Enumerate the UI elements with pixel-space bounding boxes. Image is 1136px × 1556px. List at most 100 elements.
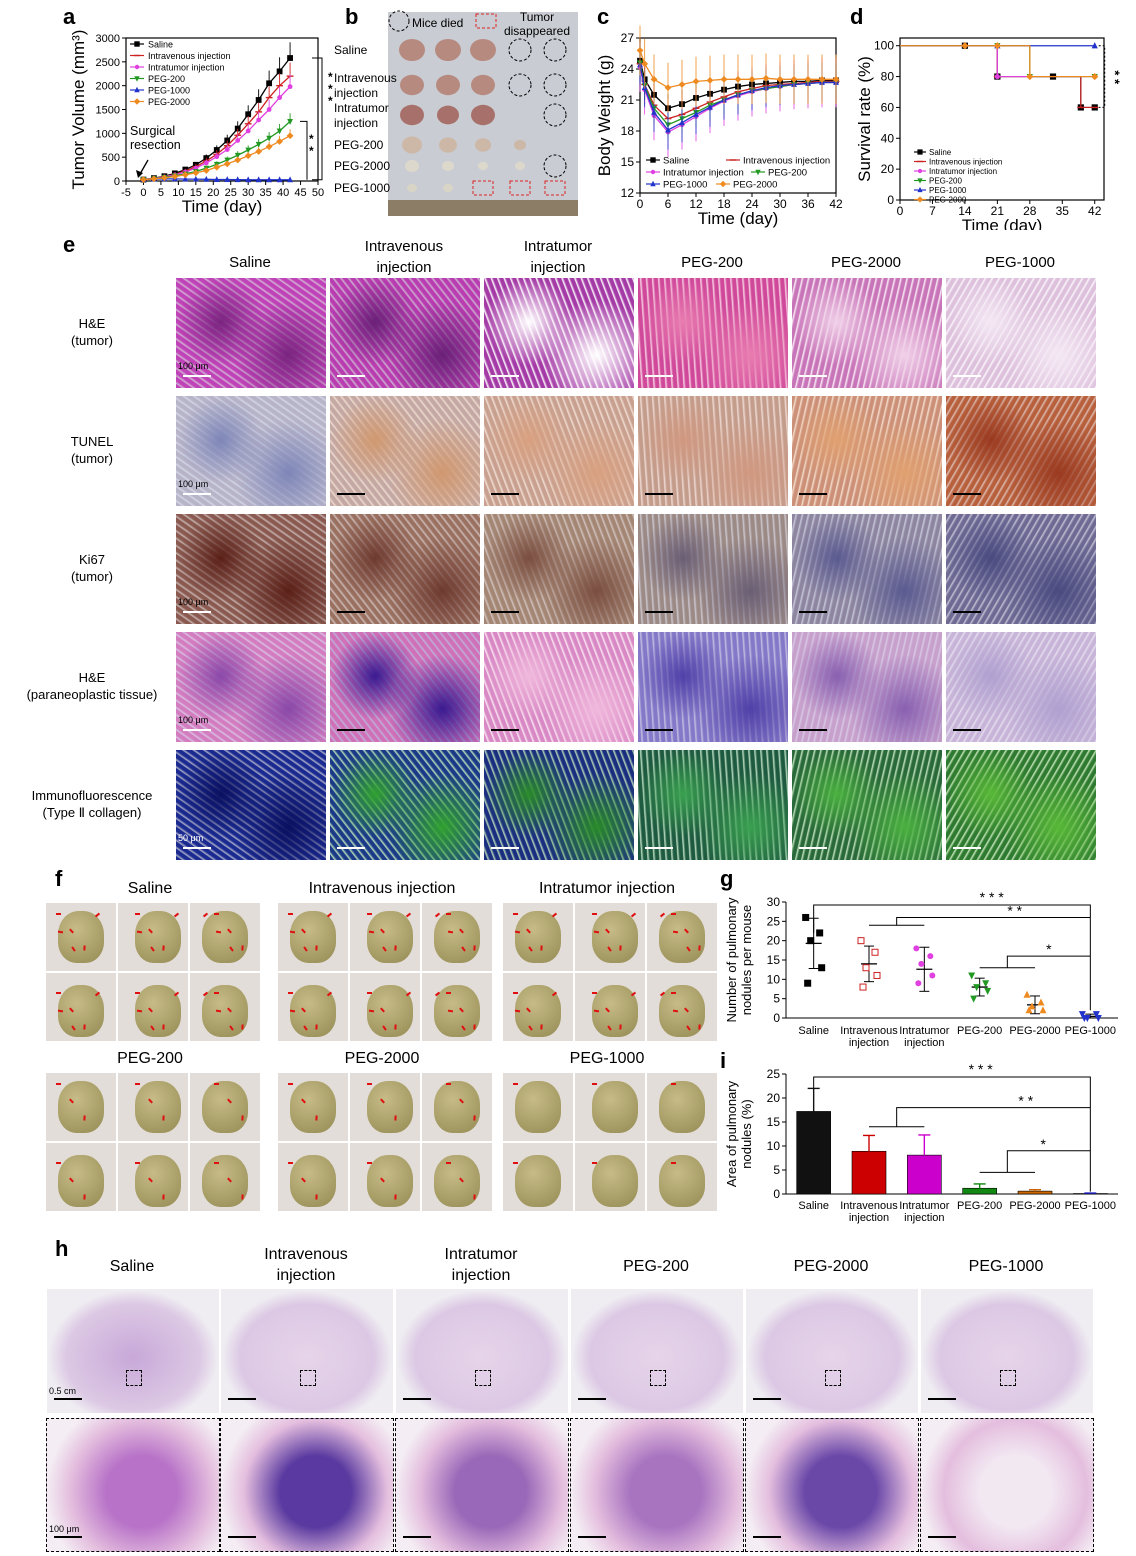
- lung-photo: [349, 902, 421, 972]
- y-tick-label: 30: [767, 895, 781, 909]
- x-category-label: PEG-1000: [1065, 1200, 1116, 1212]
- data-point: [816, 929, 824, 937]
- nodule-arrow: [214, 1162, 219, 1164]
- data-point: [804, 979, 812, 987]
- data-point: [266, 80, 273, 87]
- tumor-row-label-line: PEG-200: [334, 138, 384, 152]
- lung-specimen: [659, 1155, 705, 1207]
- lung-section-zoom: [570, 1418, 744, 1552]
- tumor-row-label-line: injection: [334, 86, 378, 100]
- histology-image: [329, 395, 481, 507]
- x-category-label: PEG-200: [957, 1200, 1002, 1212]
- data-point: [871, 948, 879, 956]
- sig-stars: * *: [1018, 1093, 1033, 1109]
- sig-star: *: [309, 144, 314, 158]
- body-weight-chart: 0 6 12 18 24 30 36 42 12 15 18 21 24 27 Time (day) Body…: [596, 25, 843, 228]
- lung-specimen: [58, 911, 104, 963]
- data-point: [720, 75, 728, 83]
- y-tick-label: 5: [773, 992, 780, 1006]
- lung-photo: [117, 972, 189, 1042]
- lung-photo: [189, 972, 261, 1042]
- lung-specimen: [434, 985, 480, 1037]
- scale-bar: [799, 729, 827, 731]
- censor-mark: [993, 42, 1001, 50]
- lung-specimen: [515, 911, 561, 963]
- histology-image: [791, 277, 943, 389]
- histology-image: [483, 395, 635, 507]
- lung-photo: [646, 1142, 718, 1212]
- x-category-label-line: Intratumor: [899, 1200, 949, 1212]
- lung-specimen: [202, 1081, 248, 1133]
- lung-photo: [189, 1072, 261, 1142]
- mice-died-marker: [543, 103, 567, 127]
- nodule-arrow: [446, 1162, 451, 1164]
- legend-label: Saline: [148, 40, 173, 50]
- x-category-label: PEG-200: [957, 1025, 1002, 1037]
- y-tick-label: 20: [881, 162, 895, 176]
- data-point: [235, 138, 241, 143]
- y-tick-label: 27: [621, 31, 635, 45]
- plot-frame: [639, 37, 837, 194]
- lung-histology-column-title: Intratumor injection: [444, 1246, 518, 1284]
- scale-bar: [491, 493, 519, 495]
- legend-label: PEG-1000: [148, 86, 190, 96]
- legend-label: PEG-1000: [929, 186, 967, 195]
- nodule-arrow: [592, 992, 597, 994]
- legend-label: PEG-2000: [929, 196, 967, 205]
- nodule-area-chart: 0 5 10 15 20 25 Area of pulmonary nodules (%) Sa…: [724, 1061, 1118, 1224]
- histology-image: [483, 631, 635, 743]
- lung-specimen: [202, 1155, 248, 1207]
- y-tick-label: 5: [773, 1163, 780, 1177]
- scale-bar: [403, 1398, 431, 1400]
- data-point: [929, 972, 936, 979]
- lung-photo: [189, 1142, 261, 1212]
- mice-died-marker: [543, 38, 567, 62]
- x-tick-label: 25: [225, 187, 237, 199]
- lung-photo: [349, 972, 421, 1042]
- censor-mark: [994, 73, 1000, 80]
- lung-photo: [502, 1072, 574, 1142]
- data-point: [214, 154, 220, 160]
- survival-step-2: [900, 45, 1095, 78]
- lung-photo: [349, 1072, 421, 1142]
- data-point: [818, 964, 826, 972]
- data-point: [678, 81, 686, 88]
- y-tick-label: 15: [621, 155, 635, 169]
- lung-specimen: [290, 1155, 336, 1207]
- x-tick-label: 42: [829, 197, 843, 211]
- lung-histology-column-title: PEG-2000: [793, 1258, 869, 1275]
- sig-stars: * *: [1108, 70, 1123, 85]
- data-point: [693, 111, 699, 117]
- lung-section-overview: [745, 1288, 919, 1414]
- histology-row-label: H&E (tumor): [71, 316, 113, 348]
- nodule-arrow: [446, 913, 451, 915]
- lung-photo: [421, 1072, 493, 1142]
- y-tick-label: 20: [767, 1091, 781, 1105]
- data-point: [192, 169, 200, 177]
- tumor-sample: [443, 183, 453, 193]
- nodule-arrow: [394, 945, 397, 951]
- tumor-row-label-line: PEG-1000: [334, 181, 390, 195]
- histology-image: [945, 277, 1097, 389]
- lung-specimen: [135, 1155, 181, 1207]
- y-axis-title: Number of pulmonary: [724, 897, 739, 1022]
- y-tick-label: 12: [621, 186, 635, 200]
- data-point: [213, 163, 221, 171]
- histology-image: [791, 749, 943, 861]
- lung-photo: [277, 1142, 349, 1212]
- panel-letter-f: f: [55, 866, 63, 891]
- x-tick-label: 35: [1056, 204, 1070, 218]
- lung-group-title: Saline: [127, 880, 173, 897]
- tumor-row-label: Saline: [334, 43, 368, 57]
- data-point: [213, 176, 220, 182]
- histology-image: [175, 277, 327, 389]
- x-category-label: Saline: [798, 1025, 829, 1037]
- scale-bar: [645, 729, 673, 731]
- lung-specimen: [659, 985, 705, 1037]
- lung-specimen: [367, 1081, 413, 1133]
- legend-label: Saline: [929, 148, 952, 157]
- legend-marker: [133, 98, 141, 105]
- x-tick-label: 40: [277, 187, 289, 199]
- tumor-sample: [515, 161, 525, 171]
- legend-label: Intratumor injection: [663, 168, 744, 179]
